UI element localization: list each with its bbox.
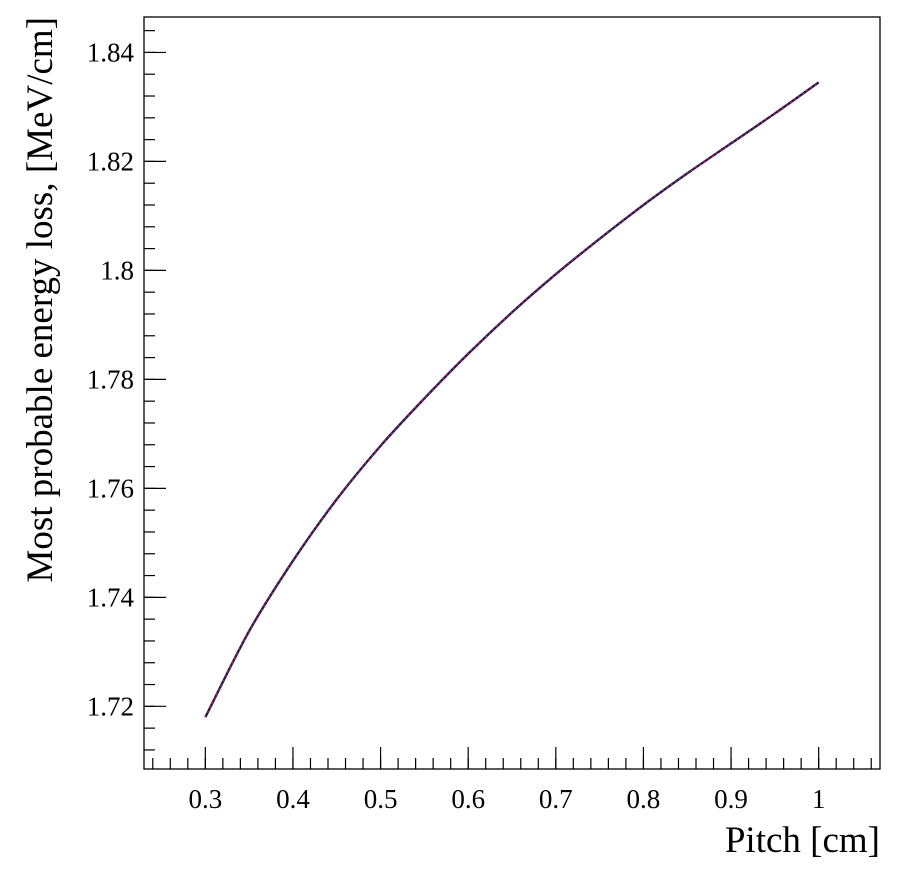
y-tick-label: 1.84 xyxy=(87,37,135,67)
x-tick-labels: 0.3 0.4 0.5 0.6 0.7 0.8 0.9 1 xyxy=(188,784,825,814)
x-tick-label: 0.9 xyxy=(714,784,748,814)
major-ticks xyxy=(144,51,820,769)
plot-frame xyxy=(143,16,881,770)
x-tick-label: 0.4 xyxy=(276,784,310,814)
x-tick-label: 0.8 xyxy=(627,784,661,814)
y-tick-label: 1.72 xyxy=(87,691,134,721)
y-tick-label: 1.82 xyxy=(87,146,134,176)
y-axis-title: Most probable energy loss, [MeV/cm] xyxy=(20,17,61,583)
x-axis-title: Pitch [cm] xyxy=(725,820,880,861)
series-line xyxy=(204,81,819,718)
series-layer xyxy=(204,81,820,718)
series-line-dark xyxy=(204,81,820,718)
x-tick-label: 0.7 xyxy=(539,784,573,814)
y-tick-label: 1.76 xyxy=(87,473,134,503)
minor-ticks xyxy=(144,30,872,769)
y-tick-labels: 1.72 1.74 1.76 1.78 1.8 1.82 1.84 xyxy=(87,37,135,721)
x-tick-label: 1 xyxy=(812,784,826,814)
y-tick-label: 1.8 xyxy=(100,255,134,285)
x-tick-label: 0.3 xyxy=(188,784,222,814)
x-tick-label: 0.6 xyxy=(451,784,485,814)
y-tick-label: 1.74 xyxy=(87,582,135,612)
x-tick-label: 0.5 xyxy=(364,784,398,814)
y-tick-label: 1.78 xyxy=(87,364,134,394)
